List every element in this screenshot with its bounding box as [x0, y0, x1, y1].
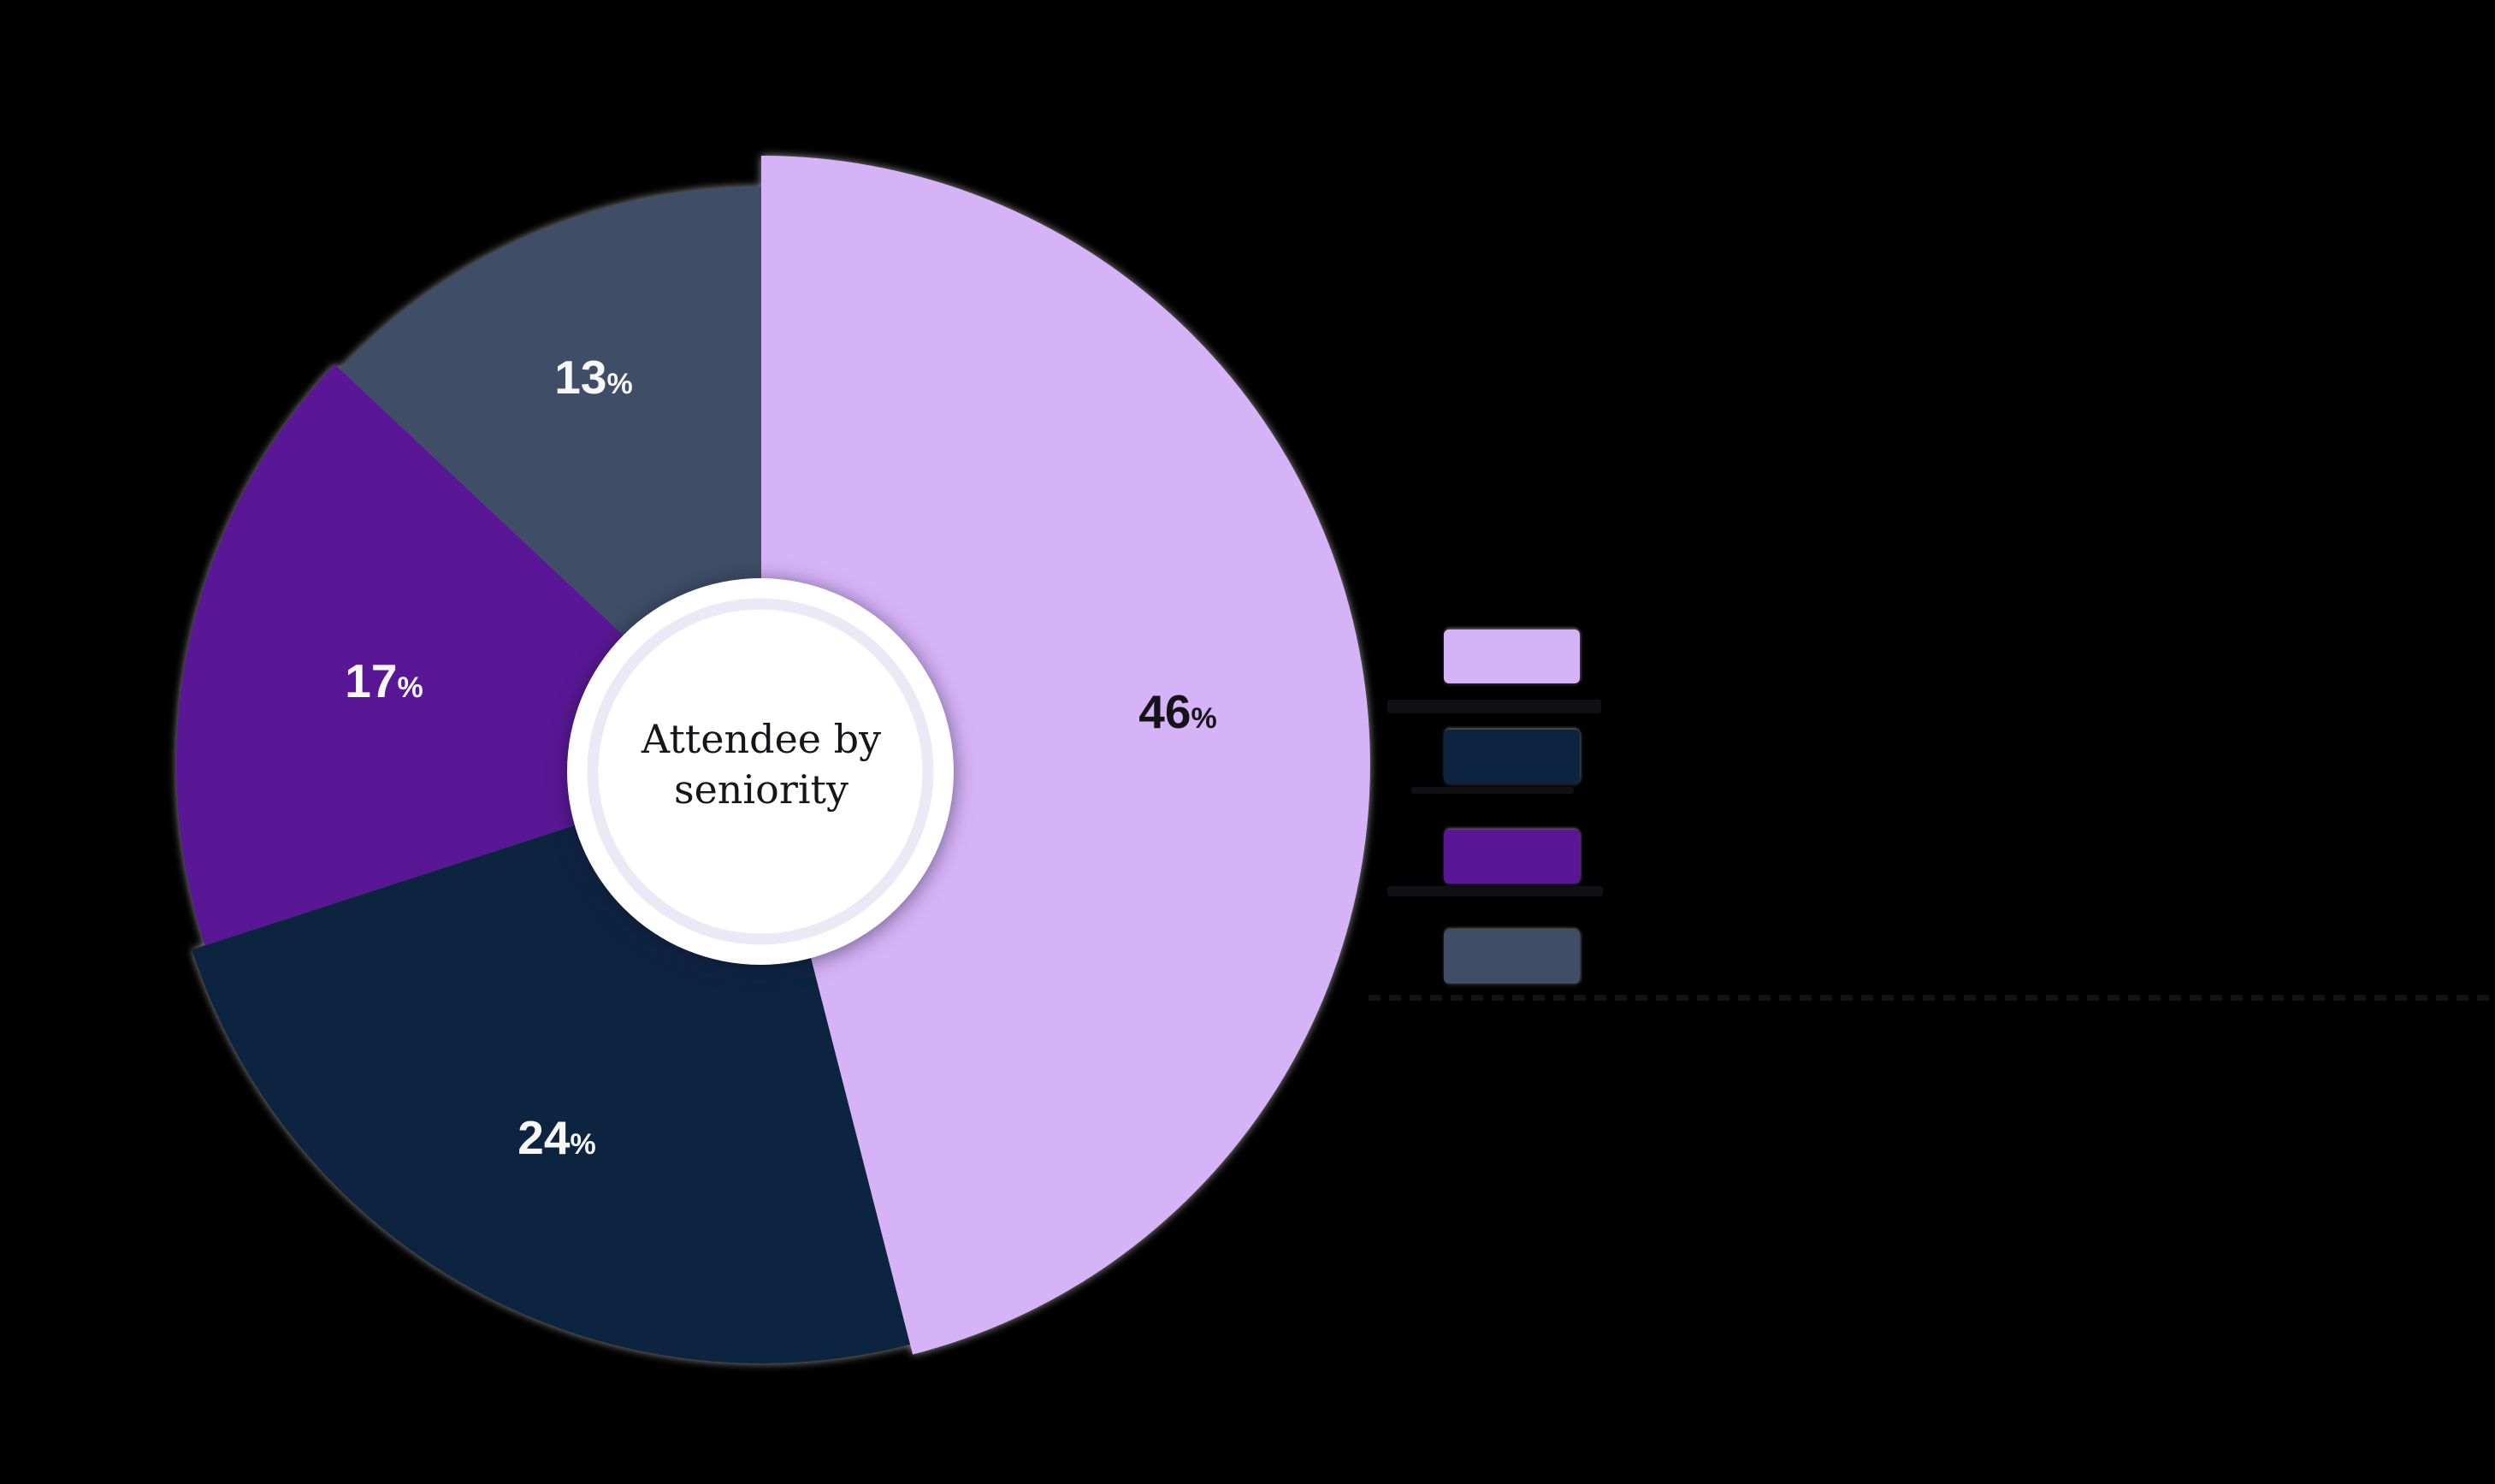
- legend-item: [1444, 730, 1580, 783]
- pie-center-title-line2: seniority: [673, 766, 849, 813]
- legend-swatch: [1444, 930, 1580, 984]
- pie-slice-46: [761, 156, 1370, 1355]
- legend-swatch: [1444, 830, 1580, 884]
- pie-center-title-line1: Attendee by: [641, 716, 882, 763]
- donut-hole-ring: [587, 598, 934, 945]
- legend-item: [1444, 630, 1580, 683]
- dashed-rule: [1369, 995, 2495, 1001]
- pie-slice-label: 13%: [554, 351, 632, 404]
- legend-item: [1444, 930, 1580, 984]
- pie-slice-label: 24%: [517, 1111, 595, 1164]
- pie-slice-label: 46%: [1138, 685, 1216, 738]
- pie-slice-label: 17%: [345, 654, 423, 707]
- legend-swatch: [1444, 730, 1580, 783]
- legend-swatch: [1444, 630, 1580, 683]
- pie-center-title: Attendee by seniority: [582, 714, 941, 815]
- donut-hole: [567, 578, 954, 965]
- legend-label-smudge: [1411, 787, 1574, 794]
- legend-item: [1444, 830, 1580, 884]
- chart-legend: [1444, 630, 1580, 1030]
- legend-label-smudge: [1387, 886, 1603, 896]
- legend-label-smudge: [1387, 700, 1601, 713]
